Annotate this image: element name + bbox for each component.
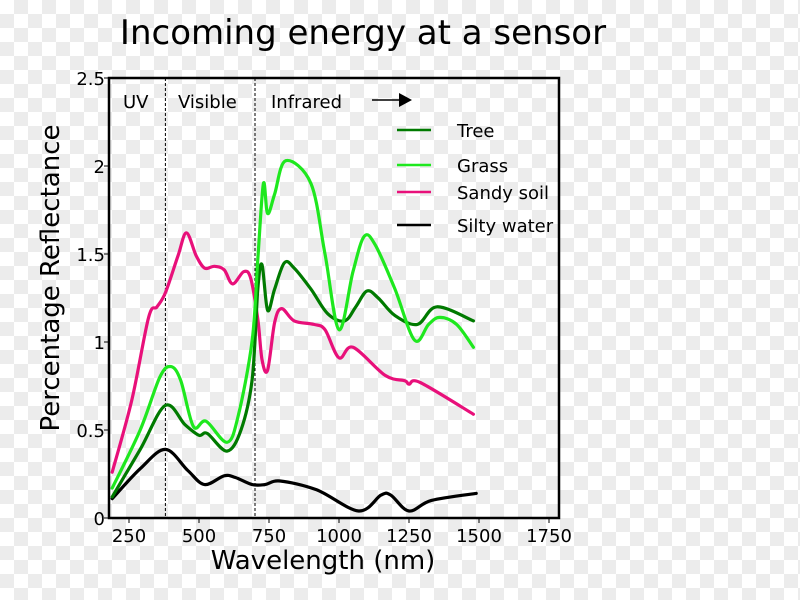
chart-title: Incoming energy at a sensor	[120, 13, 606, 53]
x-tick-label: 250	[112, 526, 146, 547]
region-label-uv: UV	[123, 92, 149, 113]
infrared-arrow-head	[399, 93, 412, 107]
infrared-arrow	[372, 93, 412, 107]
y-tick-label: 2.5	[76, 69, 105, 90]
series-line-grass	[110, 158, 475, 490]
x-tick-label: 500	[182, 526, 216, 547]
legend-label-silty-water: Silty water	[457, 216, 554, 237]
x-tick-label: 1250	[386, 526, 432, 547]
x-axis-label: Wavelength (nm)	[211, 546, 436, 576]
series-line-tree	[110, 259, 475, 499]
legend-label-tree: Tree	[456, 121, 495, 142]
x-tick-label: 1750	[526, 526, 572, 547]
y-tick-label: 2	[94, 157, 105, 178]
region-label-visible: Visible	[178, 92, 237, 113]
y-tick-label: 1	[94, 333, 105, 354]
y-tick-label: 1.5	[76, 245, 105, 266]
region-label-infrared: Infrared	[271, 92, 342, 113]
x-tick-label: 1500	[456, 526, 502, 547]
plot-frame	[107, 76, 561, 520]
y-tick-label: 0.5	[76, 421, 105, 442]
x-tick-label: 1000	[316, 526, 362, 547]
y-axis-label: Percentage Reflectance	[36, 125, 66, 432]
x-tick-label: 750	[252, 526, 286, 547]
legend-label-sandy-soil: Sandy soil	[457, 183, 549, 204]
legend-label-grass: Grass	[457, 156, 508, 177]
series-line-silty-water	[110, 447, 478, 513]
y-tick-label: 0	[94, 509, 105, 530]
